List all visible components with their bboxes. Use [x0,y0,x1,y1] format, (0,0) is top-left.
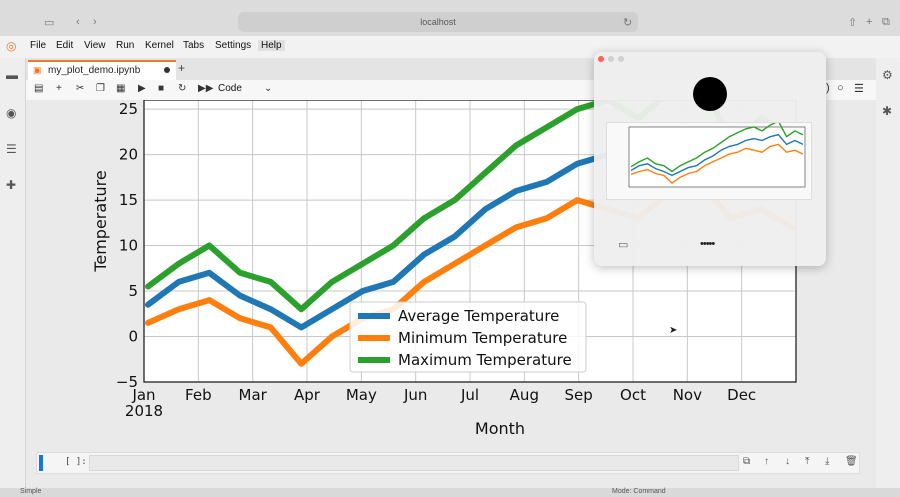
zoom-dot-icon[interactable] [618,56,624,62]
menu-tabs[interactable]: Tabs [183,40,205,51]
property-inspector-icon[interactable]: ⚙ [882,68,893,82]
x-tick-label: Dec [727,386,756,404]
status-right: Mode: Command [612,488,666,495]
fast-forward-icon[interactable]: ▶▶ [198,83,214,94]
x-tick-label: Jan 2018 [125,386,163,420]
thumb-series-line-2 [630,120,804,173]
options-dots[interactable]: ••••• [700,238,715,250]
x-tick-label: Sep [565,386,593,404]
insert-cell-icon[interactable]: + [56,83,62,94]
cell-prompt: [ ]: [65,457,87,467]
new-tab-icon[interactable]: + [866,16,873,28]
x-tick-label: Apr [294,386,321,404]
legend-label-2: Maximum Temperature [398,351,572,369]
menu-file[interactable]: File [30,40,47,51]
x-tick-label: May [346,386,377,404]
running-icon[interactable]: ◉ [6,106,17,120]
code-cell[interactable]: [ ]: ⧉ ↑ ↓ ⤒ ⤓ 🗑 [36,452,860,474]
minimize-dot-icon[interactable] [608,56,614,62]
menu-kernel[interactable]: Kernel [145,40,174,51]
chevron-down-icon[interactable]: ⌄ [264,83,273,94]
thumbnail-chart [628,120,806,188]
paste-icon[interactable]: ▦ [116,83,126,94]
monitor-icon[interactable]: ▭ [618,239,629,251]
run-icon[interactable]: ▶ [138,83,146,94]
notebook-tab-label: my_plot_demo.ipynb [48,65,141,76]
x-tick-label: Oct [620,386,646,404]
right-sidebar: ⚙ ✱ [875,58,900,497]
reload-icon[interactable]: ↻ [623,17,633,29]
notebook-icon: ▣ [33,65,42,75]
series-line-2 [145,100,795,313]
address-text: localhost [420,17,456,27]
move-up-icon[interactable]: ↑ [764,456,769,467]
code-input[interactable] [89,455,739,471]
kernel-paren-icon: ) [826,82,830,94]
legend-label-0: Average Temperature [398,307,559,325]
cut-icon[interactable]: ✂ [76,83,85,94]
left-sidebar: ▬ ◉ ☰ ✚ [0,58,26,497]
thumb-series-line-1 [630,143,804,185]
close-dot-icon[interactable] [598,56,604,62]
insert-above-icon[interactable]: ⤒ [805,456,810,467]
unsaved-indicator-icon[interactable] [164,67,170,73]
extensions-icon[interactable]: ✚ [6,178,17,192]
menu-run[interactable]: Run [116,40,135,51]
restart-icon[interactable]: ↻ [178,83,187,94]
mouse-cursor-icon: ➤ [669,325,678,336]
y-tick-label: −5 [116,373,138,391]
chart-thumbnail [606,120,812,200]
share-icon[interactable]: ⇧ [848,17,858,29]
menu-help[interactable]: Help [258,40,285,51]
screenshot-popup[interactable]: ▭ ••••• [594,52,826,266]
table-of-contents-icon[interactable]: ☰ [6,142,17,156]
record-indicator-icon [693,77,727,111]
status-left[interactable]: Simple [20,488,42,495]
move-down-icon[interactable]: ↓ [785,456,790,467]
duplicate-cell-icon[interactable]: ⧉ [743,456,751,467]
menu-edit[interactable]: Edit [56,40,74,51]
x-tick-label: Jun [403,386,427,404]
active-cell-marker [39,455,43,471]
x-tick-label: Mar [239,386,268,404]
back-arrow-icon[interactable]: ‹ [76,16,80,28]
menu-settings[interactable]: Settings [215,40,252,51]
thumb-series-line-0 [630,133,804,177]
x-tick-label: Feb [185,386,212,404]
thumb-plot-area [628,126,806,188]
legend-label-1: Minimum Temperature [398,329,567,347]
y-tick-label: 5 [128,282,138,300]
y-tick-label: 25 [119,100,138,118]
cell-type-select[interactable]: Code [218,83,242,94]
menu-view[interactable]: View [84,40,106,51]
tabs-overview-icon[interactable]: ⧉ [882,16,890,28]
menu-lines-icon[interactable]: ☰ [854,83,864,95]
x-tick-label: Nov [673,386,702,404]
delete-cell-icon[interactable]: 🗑 [845,456,858,467]
browser-titlebar: ▭ ‹ › localhost ↻ ⇧ + ⧉ [0,0,900,36]
copy-icon[interactable]: ❐ [96,83,105,94]
x-axis-label: Month [475,419,525,438]
address-bar[interactable]: localhost [238,12,638,32]
new-launcher-button[interactable]: + [178,61,186,75]
stop-icon[interactable]: ■ [158,83,165,94]
status-bar: Simple Mode: Command [0,488,900,497]
insert-below-icon[interactable]: ⤓ [825,456,830,467]
legend-box [349,301,587,373]
y-tick-label: 15 [119,191,138,209]
debugger-icon[interactable]: ✱ [882,104,893,118]
forward-arrow-icon[interactable]: › [93,16,97,28]
y-tick-label: 10 [119,237,138,255]
notebook-tab[interactable]: ▣ my_plot_demo.ipynb [28,60,176,80]
sidebar-toggle-icon[interactable]: ▭ [44,17,55,29]
x-tick-label: Aug [510,386,539,404]
save-icon[interactable]: ▤ [34,83,44,94]
kernel-status-icon: ○ [837,82,844,94]
jupyter-logo-icon: ◎ [6,39,17,53]
y-axis-label: Temperature [91,170,110,272]
y-tick-label: 20 [119,146,138,164]
folder-icon[interactable]: ▬ [6,68,18,82]
y-tick-label: 0 [128,328,138,346]
x-tick-label: Jul [460,386,479,404]
